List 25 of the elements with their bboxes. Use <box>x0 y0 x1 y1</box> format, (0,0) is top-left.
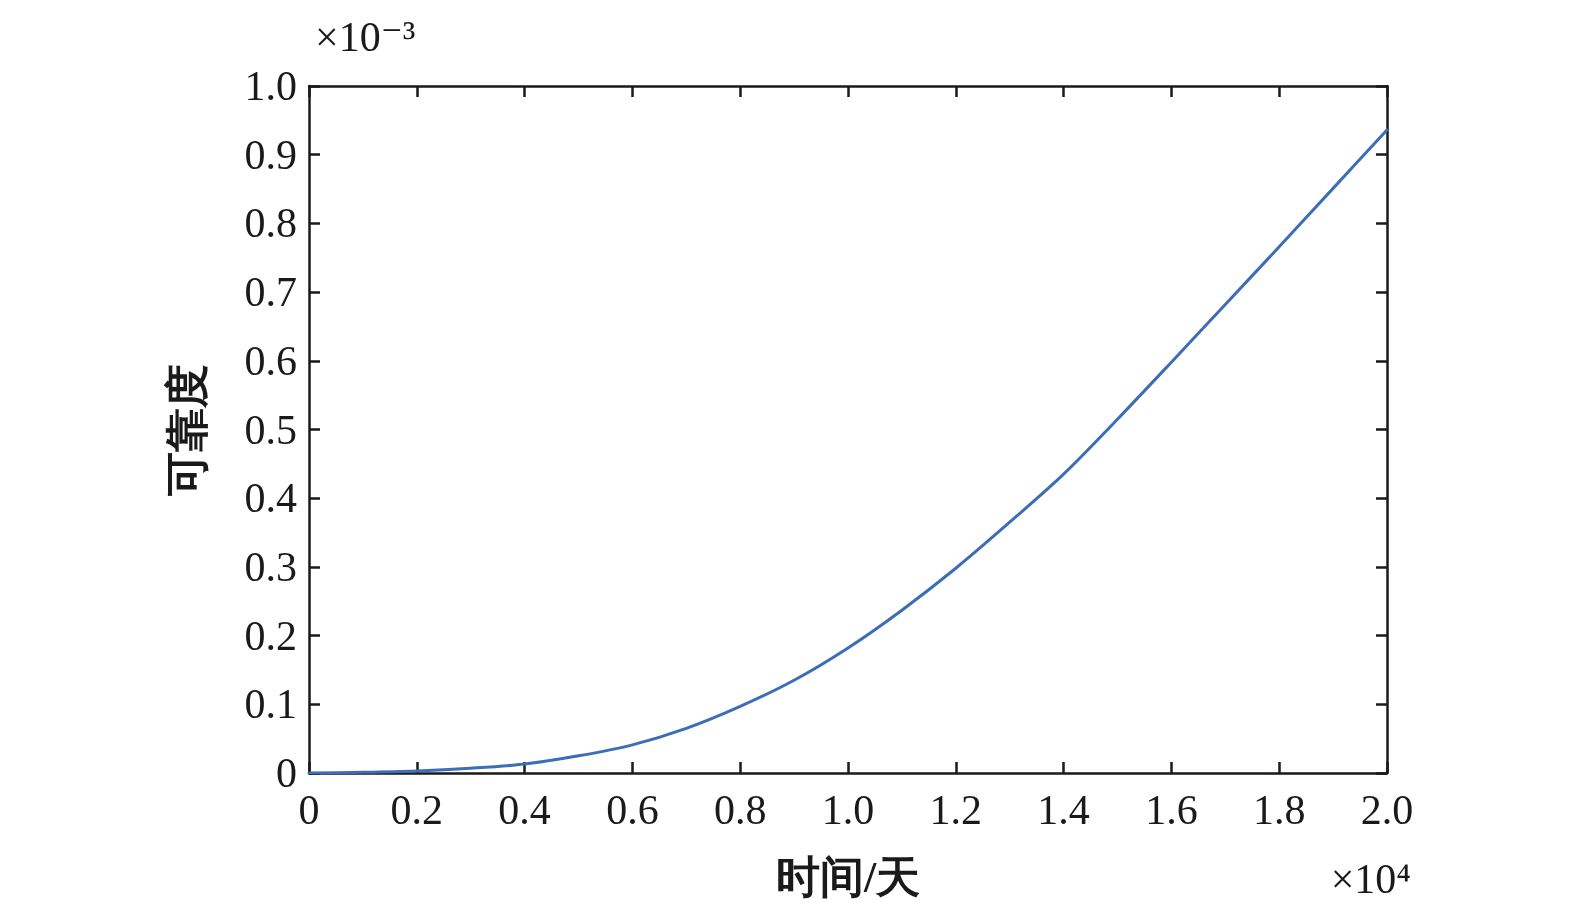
y-tick-label: 0 <box>276 750 297 796</box>
x-tick-label: 0.8 <box>713 787 767 833</box>
y-tick-label: 0.5 <box>244 406 297 453</box>
text: ×10⁴ <box>1330 856 1412 902</box>
y-tick-label: 1.0 <box>244 63 297 109</box>
x-tick-label: 0.6 <box>606 787 659 833</box>
y-tick-label: 0.6 <box>244 337 297 384</box>
y-tick-label: 0.3 <box>244 543 297 590</box>
y-tick-label: 0.1 <box>244 681 297 728</box>
x-tick-label: 0.4 <box>498 787 551 833</box>
x-tick-label: 2.0 <box>1360 787 1414 833</box>
y-tick-label: 0.2 <box>244 612 297 659</box>
y-axis-title: 可靠度 <box>162 363 212 496</box>
x-tick-label: 1.6 <box>1145 787 1198 833</box>
text: ×10⁻³ <box>315 14 416 60</box>
x-axis-title: 时间/天 <box>775 852 921 902</box>
x-tick-label: 1.8 <box>1252 787 1306 833</box>
y-tick-label: 0.9 <box>244 131 297 178</box>
x-tick-label: 1.4 <box>1037 787 1090 833</box>
y-tick-label: 0.8 <box>244 200 297 247</box>
x-tick-label: 1.0 <box>821 787 875 833</box>
x-tick-label: 1.2 <box>929 787 983 833</box>
y-tick-label: 0.4 <box>244 475 297 522</box>
x-tick-label: 0.2 <box>390 787 444 833</box>
y-tick-label: 0.7 <box>244 269 297 316</box>
